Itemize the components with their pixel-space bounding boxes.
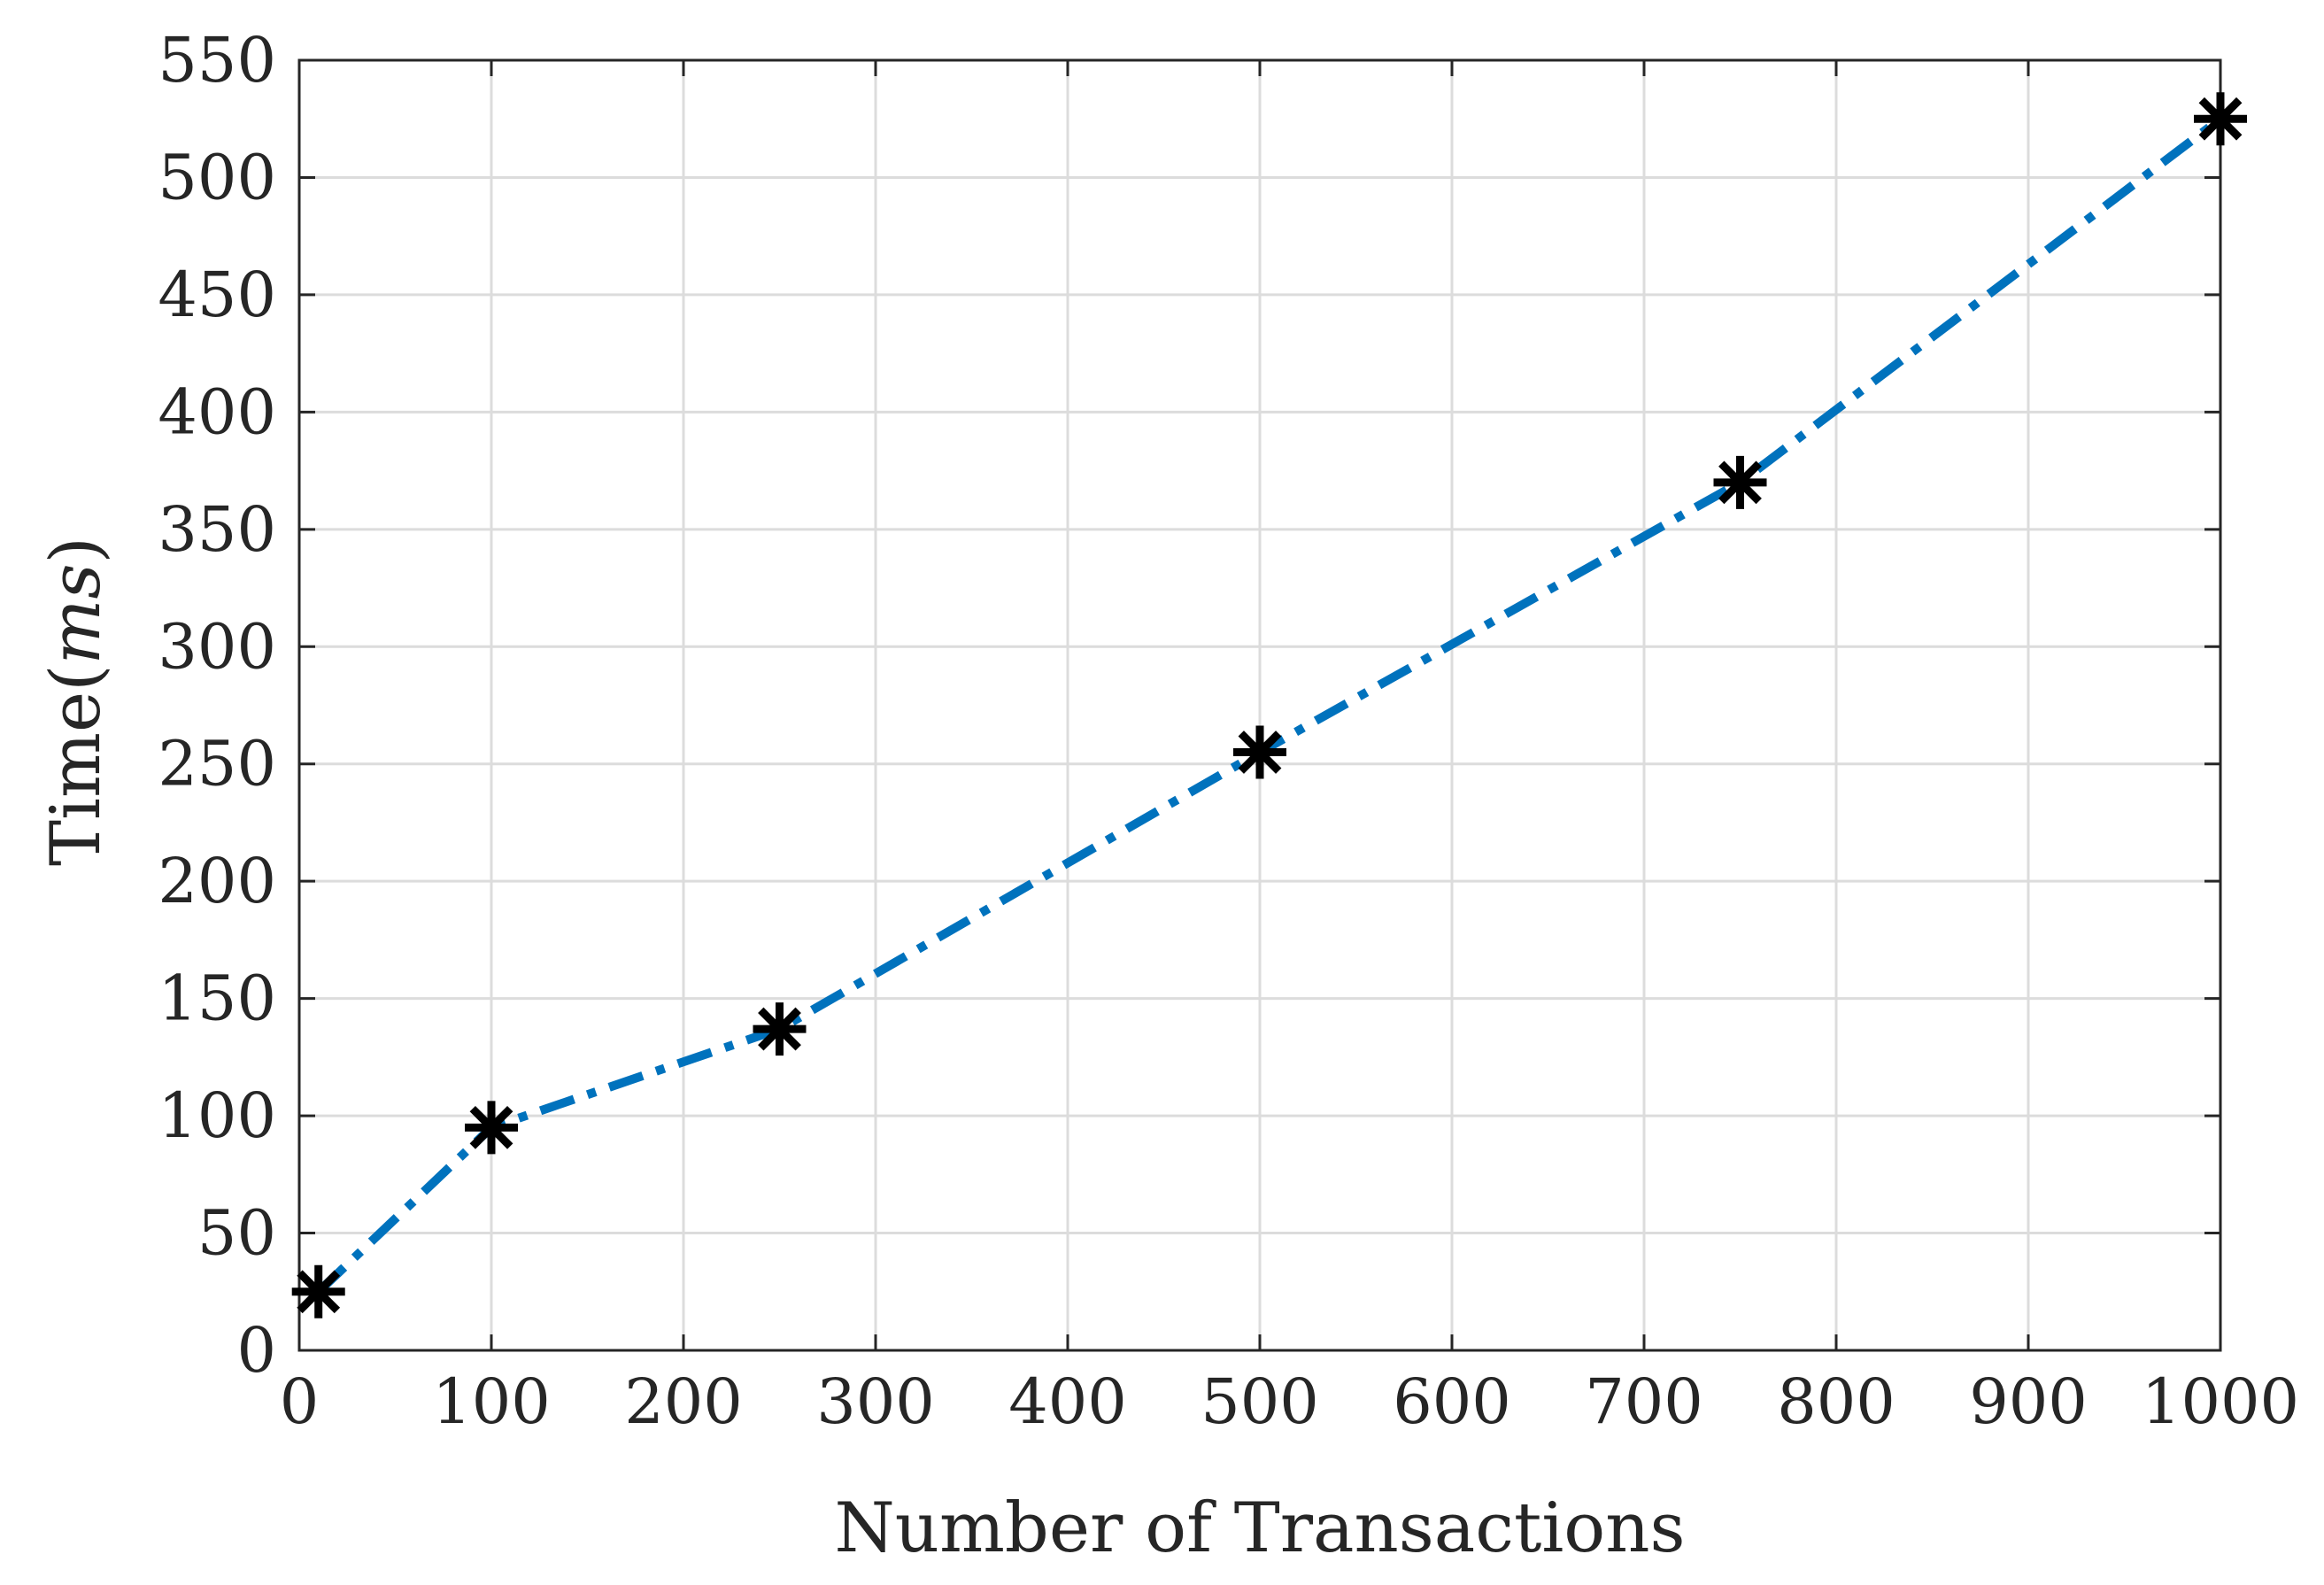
y-tick-label: 100 — [158, 1079, 276, 1152]
y-tick-label: 0 — [236, 1314, 276, 1387]
y-tick-label: 550 — [158, 24, 276, 97]
y-tick-label: 500 — [158, 141, 276, 213]
x-tick-label: 400 — [1008, 1365, 1127, 1438]
x-tick-label: 300 — [816, 1365, 935, 1438]
x-tick-label: 100 — [432, 1365, 551, 1438]
series-line — [315, 115, 2224, 1295]
y-tick-label: 50 — [197, 1197, 276, 1270]
series-layer — [315, 115, 2224, 1295]
x-tick-label: 500 — [1201, 1365, 1319, 1438]
x-tick-label: 700 — [1585, 1365, 1703, 1438]
y-tick-label: 350 — [158, 493, 276, 566]
y-tick-label: 200 — [158, 845, 276, 917]
x-tick-label: 200 — [624, 1365, 743, 1438]
y-axis-label-unit: ms — [36, 563, 116, 664]
markers-layer — [291, 92, 2247, 1318]
data-point-marker — [2194, 92, 2247, 146]
data-point-marker — [1713, 455, 1767, 509]
y-tick-label: 450 — [158, 259, 276, 331]
y-axis-label-close: ) — [36, 537, 116, 563]
y-tick-label: 150 — [158, 963, 276, 1035]
x-tick-label: 1000 — [2142, 1365, 2299, 1438]
y-axis-label-text: Time( — [36, 664, 116, 866]
x-tick-label: 800 — [1777, 1365, 1895, 1438]
data-point-marker — [1233, 725, 1286, 779]
x-axis-label: Number of Transactions — [834, 1488, 1685, 1568]
data-point-marker — [291, 1264, 345, 1318]
x-tick-label: 600 — [1393, 1365, 1511, 1438]
y-tick-label: 250 — [158, 728, 276, 800]
tick-marks — [297, 58, 2222, 1352]
data-point-marker — [465, 1101, 518, 1155]
y-tick-label: 400 — [158, 375, 276, 448]
x-tick-label: 900 — [1969, 1365, 2088, 1438]
y-axis-label: Time(ms) — [36, 537, 116, 866]
x-tick-labels: 0 100 200 300 400 500 600 700 800 900 1000 — [280, 1365, 2299, 1438]
x-tick-label: 0 — [280, 1365, 320, 1438]
data-point-marker — [753, 1002, 807, 1056]
y-tick-labels: 0 50 100 150 200 250 300 350 400 450 500 550 — [158, 24, 276, 1387]
y-tick-label: 300 — [158, 610, 276, 683]
